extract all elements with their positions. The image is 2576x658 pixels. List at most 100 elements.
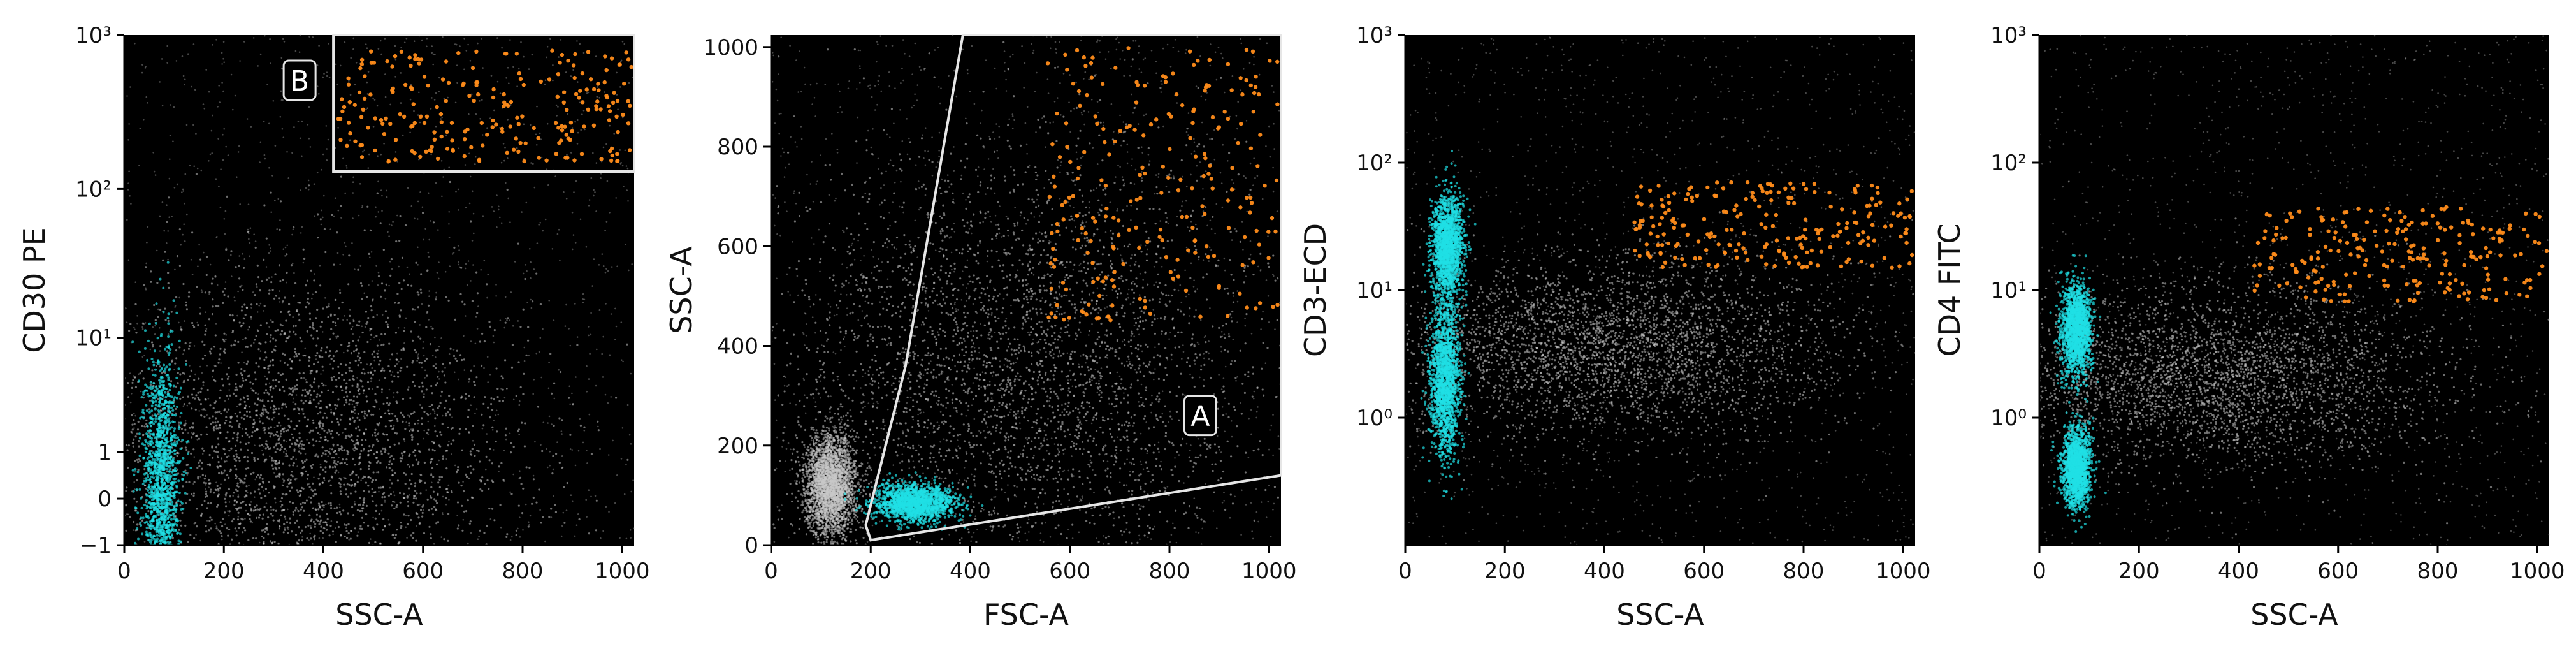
event-dot [321, 356, 323, 358]
event-dot [272, 338, 274, 340]
event-dot [168, 351, 171, 354]
event-dot [373, 360, 375, 362]
event-dot [354, 444, 356, 446]
event-dot [178, 322, 180, 324]
event-dot [235, 527, 236, 529]
event-dot [289, 501, 291, 503]
event-dot [614, 339, 616, 340]
event-dot [171, 343, 173, 346]
event-dot [356, 377, 358, 379]
event-dot [440, 337, 442, 339]
event-dot [145, 423, 147, 425]
event-dot [275, 408, 277, 410]
event-dot [338, 307, 340, 309]
event-dot [495, 414, 497, 416]
event-dot [252, 431, 254, 433]
event-dot [505, 182, 507, 184]
event-dot [226, 196, 228, 198]
event-dot [185, 173, 187, 175]
event-dot [459, 428, 461, 430]
event-dot [441, 196, 443, 198]
event-dot [602, 530, 604, 532]
event-dot [309, 318, 311, 320]
event-dot [405, 515, 407, 516]
event-dot [375, 504, 377, 506]
event-dot [297, 407, 299, 409]
event-dot [141, 326, 143, 328]
event-dot [419, 481, 421, 483]
event-dot [278, 381, 280, 383]
event-dot [215, 489, 217, 491]
event-dot [493, 420, 495, 421]
event-dot [224, 348, 226, 350]
event-dot [170, 104, 171, 106]
event-dot [454, 319, 456, 321]
event-dot [309, 402, 311, 404]
event-dot [184, 525, 186, 527]
event-dot [291, 471, 293, 472]
event-dot [470, 220, 472, 222]
event-dot [140, 516, 142, 519]
event-dot [290, 420, 292, 422]
event-dot [410, 519, 412, 521]
event-dot [206, 274, 208, 276]
event-dot [260, 54, 262, 55]
event-dot [447, 540, 449, 542]
event-dot [377, 471, 379, 473]
event-dot [249, 504, 251, 506]
event-dot [199, 313, 201, 315]
event-dot [217, 504, 219, 506]
event-dot [449, 362, 451, 364]
event-dot [298, 539, 300, 541]
event-dot [368, 542, 370, 544]
event-dot [136, 323, 138, 325]
event-dot [237, 508, 239, 509]
event-dot [509, 221, 511, 223]
event-dot [278, 520, 280, 522]
event-dot [223, 61, 225, 63]
event-dot [266, 279, 268, 281]
event-dot [150, 437, 153, 440]
event-dot [472, 468, 474, 470]
event-dot [357, 355, 359, 357]
event-dot [198, 378, 199, 380]
event-dot [169, 158, 171, 160]
event-dot [213, 346, 215, 347]
event-dot [382, 529, 384, 531]
event-dot [387, 439, 389, 441]
event-dot [180, 448, 182, 450]
event-dot [330, 504, 332, 506]
event-dot [372, 517, 374, 519]
event-dot [586, 365, 588, 367]
event-dot [147, 425, 149, 428]
event-dot [412, 381, 414, 383]
event-dot [463, 69, 465, 71]
event-dot [470, 454, 472, 456]
event-dot [285, 455, 287, 457]
event-dot [265, 458, 267, 460]
event-dot [203, 482, 205, 484]
event-dot [465, 207, 467, 208]
event-dot [126, 219, 128, 221]
event-dot [468, 381, 470, 383]
event-dot [391, 469, 393, 471]
event-dot [236, 420, 238, 422]
event-dot [265, 440, 267, 442]
event-dot [126, 486, 127, 488]
event-dot [146, 242, 148, 244]
event-dot [189, 345, 191, 347]
event-dot [535, 134, 537, 136]
event-dot [280, 425, 282, 427]
event-dot [250, 345, 252, 347]
event-dot [187, 53, 189, 55]
event-dot [403, 438, 405, 440]
event-dot [289, 427, 291, 428]
event-dot [361, 510, 363, 512]
event-dot [561, 433, 563, 435]
event-dot [152, 402, 154, 404]
event-dot [403, 513, 405, 515]
event-dot [400, 358, 402, 360]
event-dot [441, 160, 443, 162]
event-dot [270, 340, 271, 342]
event-dot [250, 307, 252, 309]
